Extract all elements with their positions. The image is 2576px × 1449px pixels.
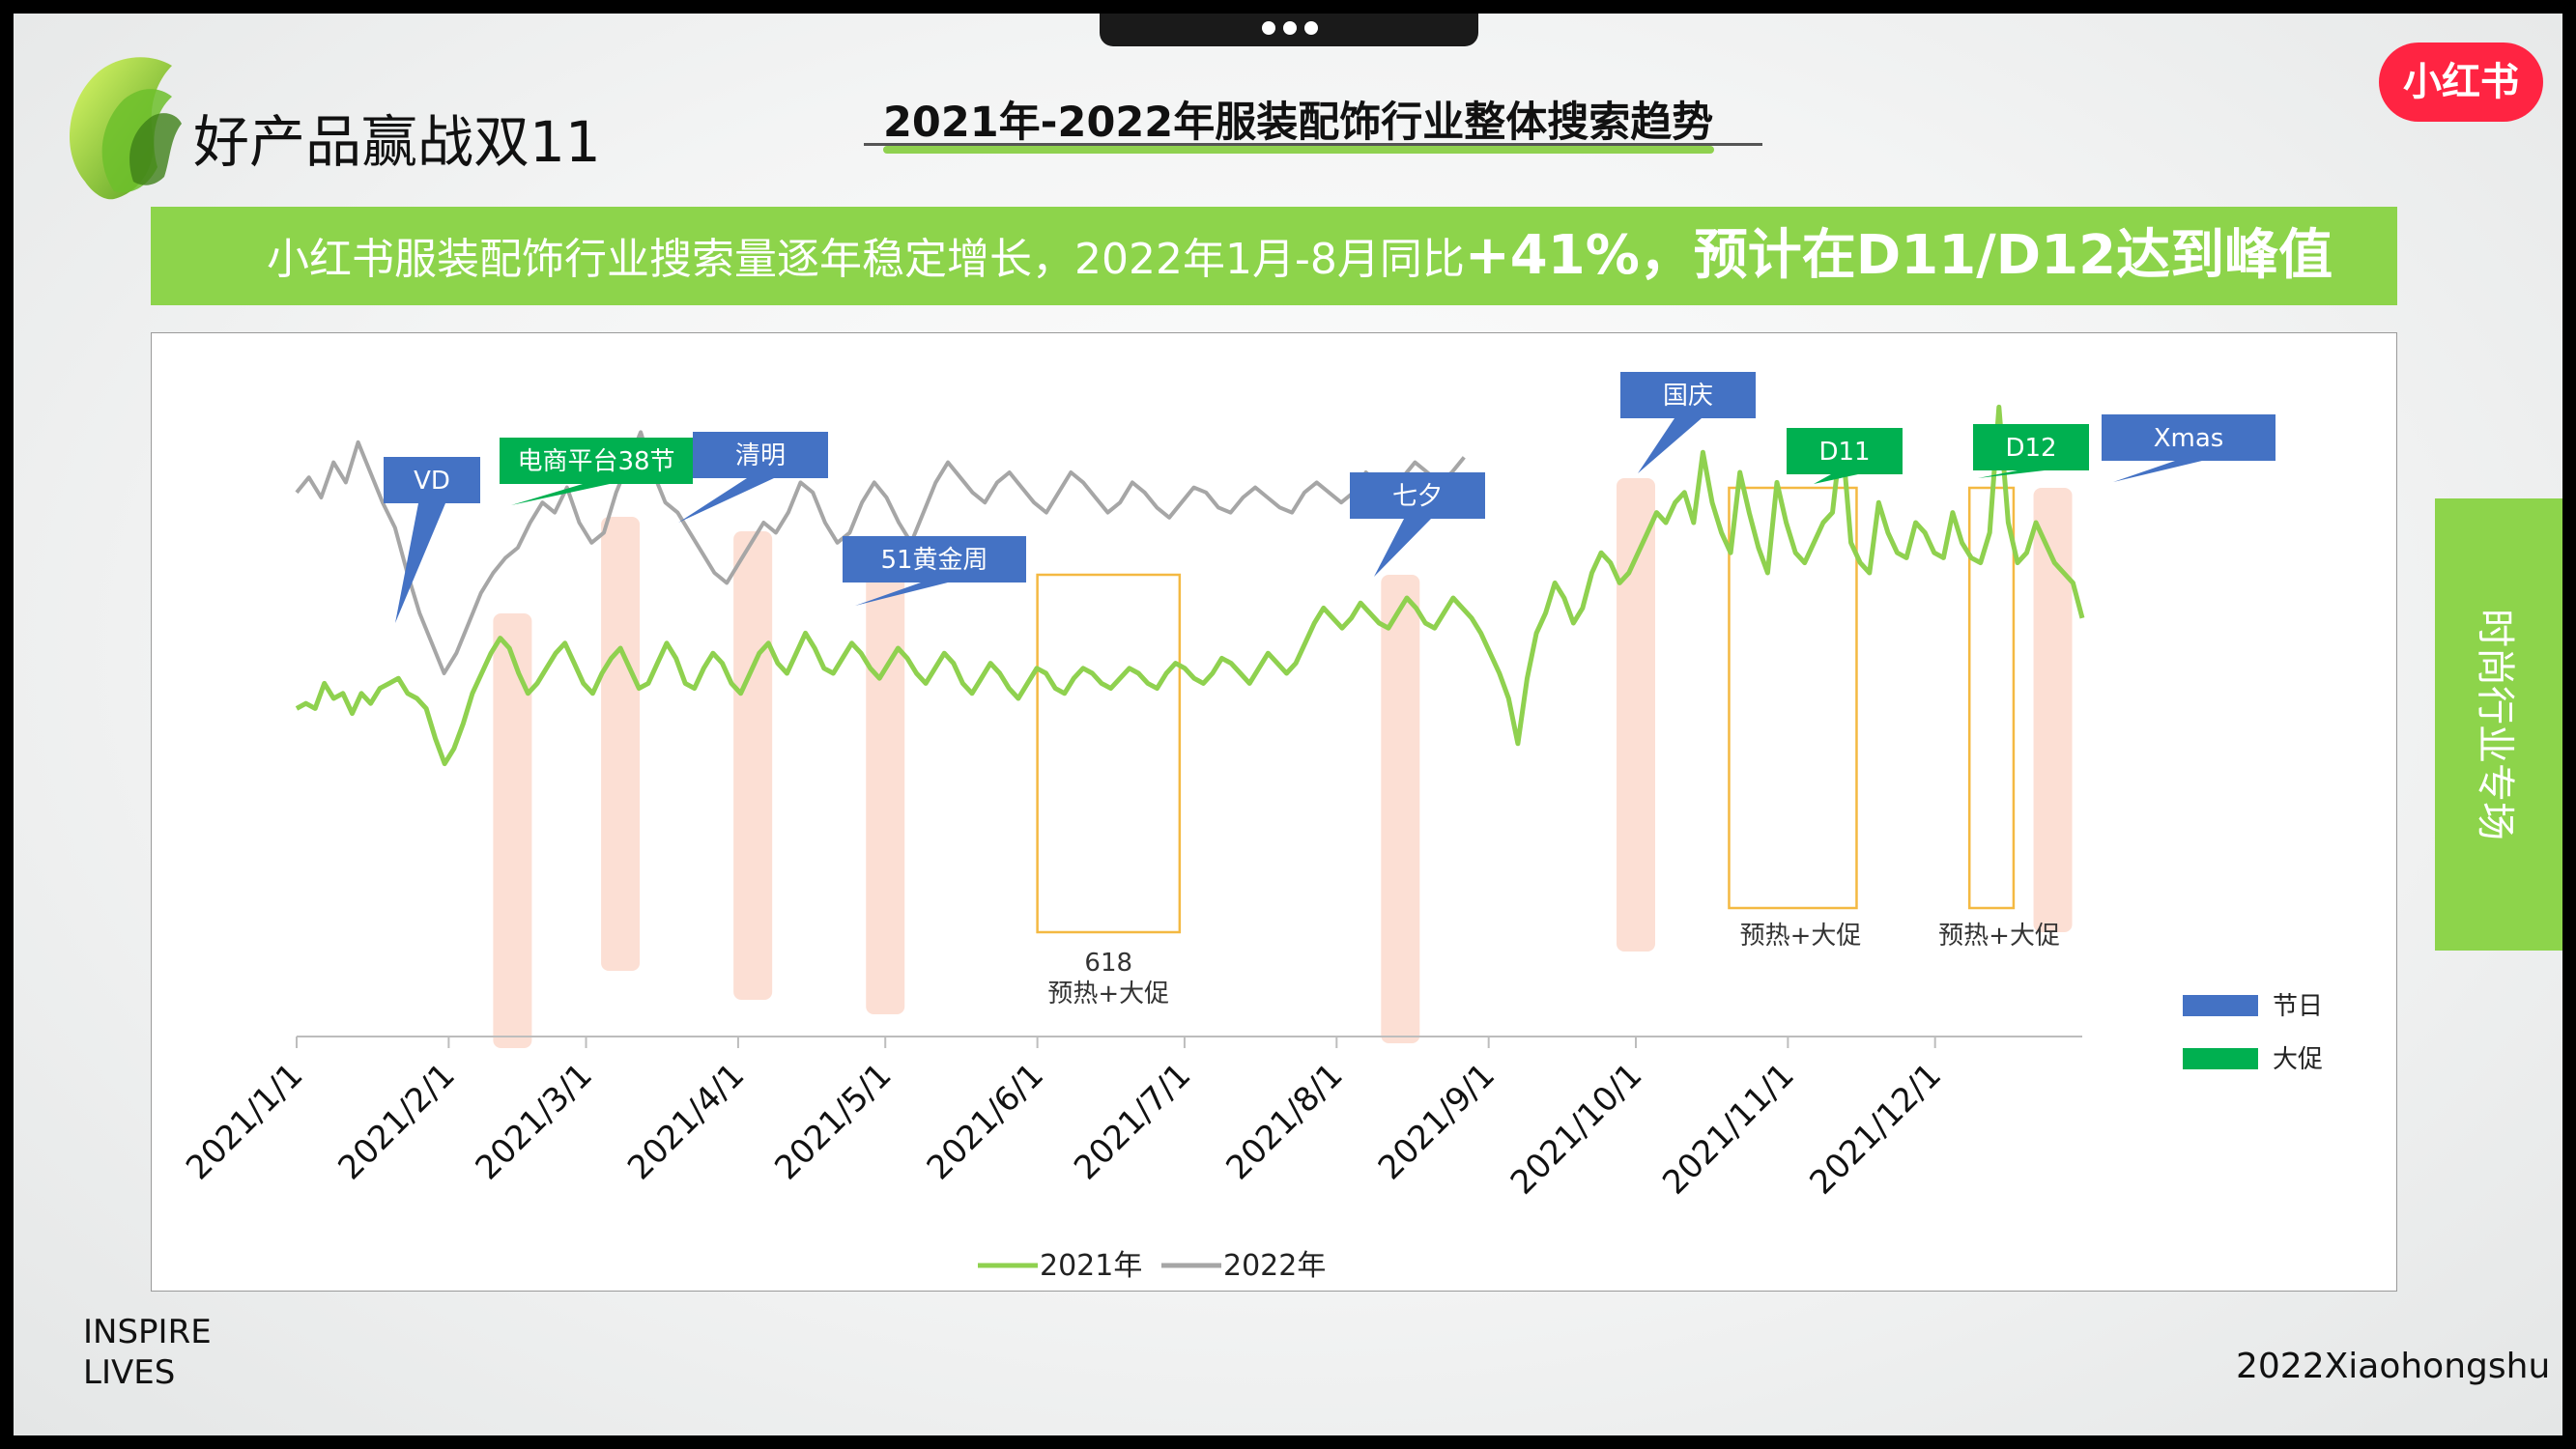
inspire-lives: INSPIRE LIVES [83, 1312, 212, 1393]
highlight-band [1617, 478, 1655, 952]
promo-callout-label: D11 [1818, 438, 1870, 467]
highlight-band [1381, 575, 1420, 1043]
side-tab-label: 时尚行业专场 [2473, 609, 2517, 840]
title-underline-accent [883, 146, 1714, 154]
promo-box-label: 预热+大促 [1740, 922, 1862, 951]
holiday-callout-label: 七夕 [1392, 482, 1443, 511]
dot-icon [1283, 21, 1297, 35]
promo-box-label: 618 [1084, 949, 1132, 978]
page-title: 2021年-2022年服装配饰行业整体搜索趋势 [883, 99, 1714, 147]
legend-series-label: 2022年 [1223, 1249, 1326, 1283]
holiday-callout-label: 清明 [735, 441, 786, 470]
promo-box-label: 预热+大促 [1938, 922, 2060, 951]
promo-box [1728, 486, 1858, 910]
x-tick-label: 2021/9/1 [1371, 1056, 1503, 1187]
holiday-callout [384, 457, 480, 503]
legend-marker-label: 大促 [2273, 1045, 2323, 1074]
holiday-callout-pointer [678, 478, 774, 523]
chart-panel: 618 预热+大促 预热+大促 预热+大促 2021/1/1 2021/2/1 2021/3… [151, 332, 2397, 1292]
side-tab[interactable]: 时尚行业专场 [2435, 498, 2562, 951]
slide: 好产品赢战双11 2021年-2022年服装配饰行业整体搜索趋势 小红书 小红书… [14, 14, 2562, 1435]
x-tick-label: 2021/1/1 [179, 1056, 310, 1187]
xiaohongshu-logo[interactable]: 小红书 [2379, 43, 2543, 122]
x-tick-label: 2021/8/1 [1218, 1056, 1350, 1187]
promo-callout [1787, 428, 1903, 474]
holiday-callout-pointer [1638, 418, 1702, 473]
highlight-band [733, 531, 773, 1000]
holiday-callout-pointer [855, 582, 948, 606]
holiday-callout-pointer [2113, 461, 2202, 482]
holiday-callout [1620, 372, 1756, 418]
promo-box-label: 预热+大促 [1047, 980, 1169, 1009]
promo-callout [500, 438, 693, 484]
promo-callout-pointer [1814, 474, 1858, 484]
ribbon-logo-icon [69, 57, 182, 200]
x-tick-label: 2021/12/1 [1802, 1056, 1949, 1203]
promo-callout-pointer [511, 484, 610, 505]
footer-line1: INSPIRE [83, 1313, 212, 1351]
footer-brand: 2022Xiaohongshu [2236, 1347, 2551, 1386]
holiday-callout-label: 国庆 [1663, 382, 1713, 411]
dot-icon [1304, 21, 1318, 35]
promo-callout-label: 电商平台38节 [517, 447, 674, 476]
holiday-callout-label: Xmas [2154, 424, 2224, 453]
holiday-callout [693, 432, 828, 478]
x-tick-label: 2021/7/1 [1067, 1056, 1198, 1187]
x-tick-label: 2021/4/1 [620, 1056, 752, 1187]
promo-callout-label: D12 [2005, 434, 2056, 463]
x-tick-label: 2021/10/1 [1503, 1056, 1650, 1203]
highlight-band [601, 517, 641, 971]
x-tick-label: 2021/6/1 [920, 1056, 1051, 1187]
series-line-2021 [295, 404, 2085, 767]
highlight-band [2033, 488, 2073, 932]
holiday-callout [843, 536, 1026, 582]
holiday-callout [2102, 414, 2275, 461]
holiday-callout-label: 51黄金周 [880, 546, 987, 575]
brand-title: 好产品赢战双11 [193, 109, 601, 175]
banner-text: 小红书服装配饰行业搜索量逐年稳定增长，2022年1月-8月同比 [267, 235, 1465, 284]
legend-marker-swatch [2183, 995, 2258, 1016]
x-tick-label: 2021/2/1 [330, 1056, 462, 1187]
window-notch [1100, 14, 1478, 46]
series-line-2022 [295, 430, 1466, 675]
promo-callout-pointer [1978, 470, 2045, 478]
promo-box [1036, 573, 1182, 934]
banner-highlight: +41%，预计在D11/D12达到峰值 [1464, 224, 2333, 287]
holiday-callout-pointer [1374, 519, 1431, 577]
holiday-callout [1350, 472, 1485, 519]
legend-series-label: 2021年 [1040, 1249, 1142, 1283]
holiday-callout-label: VD [414, 467, 450, 496]
dot-icon [1262, 21, 1275, 35]
legend-marker-label: 节日 [2273, 992, 2323, 1021]
holiday-callout-pointer [395, 503, 445, 623]
promo-callout [1973, 424, 2089, 470]
promo-box [1967, 486, 2016, 910]
x-tick-label: 2021/3/1 [469, 1056, 600, 1187]
highlight-band [493, 613, 532, 1048]
x-tick-label: 2021/11/1 [1655, 1056, 1802, 1203]
title-underline [864, 143, 1762, 146]
footer-line2: LIVES [83, 1353, 176, 1392]
highlight-band [866, 546, 905, 1014]
summary-banner: 小红书服装配饰行业搜索量逐年稳定增长，2022年1月-8月同比+41%，预计在D… [151, 207, 2397, 305]
x-tick-label: 2021/5/1 [767, 1056, 899, 1187]
legend-marker-swatch [2183, 1048, 2258, 1069]
